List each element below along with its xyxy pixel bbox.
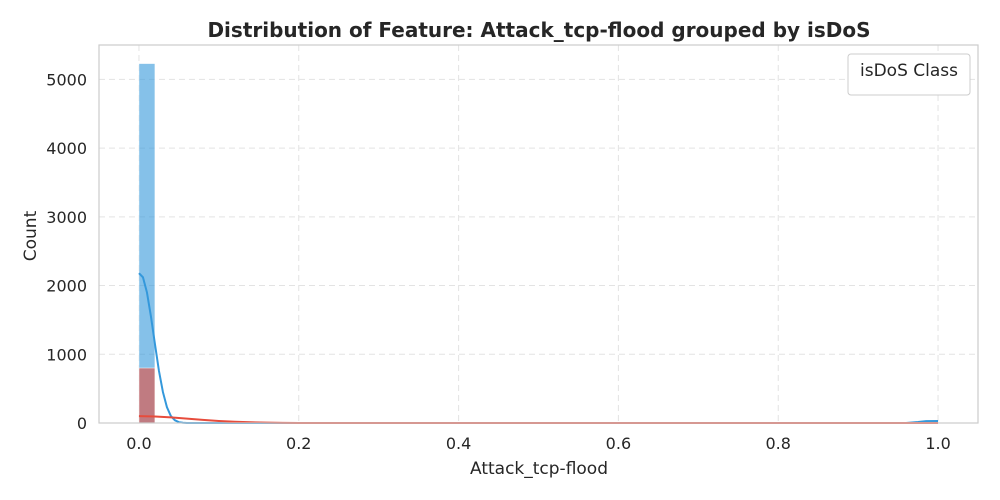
x-tick-label: 0.6 bbox=[606, 434, 631, 453]
y-tick-label: 3000 bbox=[46, 208, 87, 227]
plot-area bbox=[99, 45, 978, 423]
y-tick-label: 4000 bbox=[46, 139, 87, 158]
y-tick-label: 1000 bbox=[46, 345, 87, 364]
y-tick-label: 2000 bbox=[46, 277, 87, 296]
y-tick-label: 0 bbox=[77, 414, 87, 433]
legend-box bbox=[847, 53, 971, 96]
x-tick-label: 0.8 bbox=[766, 434, 791, 453]
legend: isDoS Class bbox=[847, 53, 971, 96]
legend-title: isDoS Class bbox=[860, 61, 958, 81]
y-axis-label: Count bbox=[21, 210, 41, 261]
x-axis-label: Attack_tcp-flood bbox=[470, 459, 608, 479]
chart-title: Distribution of Feature: Attack_tcp-floo… bbox=[207, 18, 870, 42]
x-tick-label: 0.0 bbox=[126, 434, 151, 453]
x-axis-ticks: 0.0 0.2 0.4 0.6 0.8 1.0 bbox=[126, 434, 951, 453]
y-tick-label: 5000 bbox=[46, 70, 87, 89]
histogram-bar-series-2 bbox=[138, 367, 156, 424]
x-tick-label: 0.2 bbox=[286, 434, 311, 453]
y-axis-ticks: 0 1000 2000 3000 4000 5000 bbox=[46, 70, 87, 433]
x-tick-label: 0.4 bbox=[446, 434, 471, 453]
x-tick-label: 1.0 bbox=[925, 434, 950, 453]
plot-frame bbox=[98, 44, 979, 424]
